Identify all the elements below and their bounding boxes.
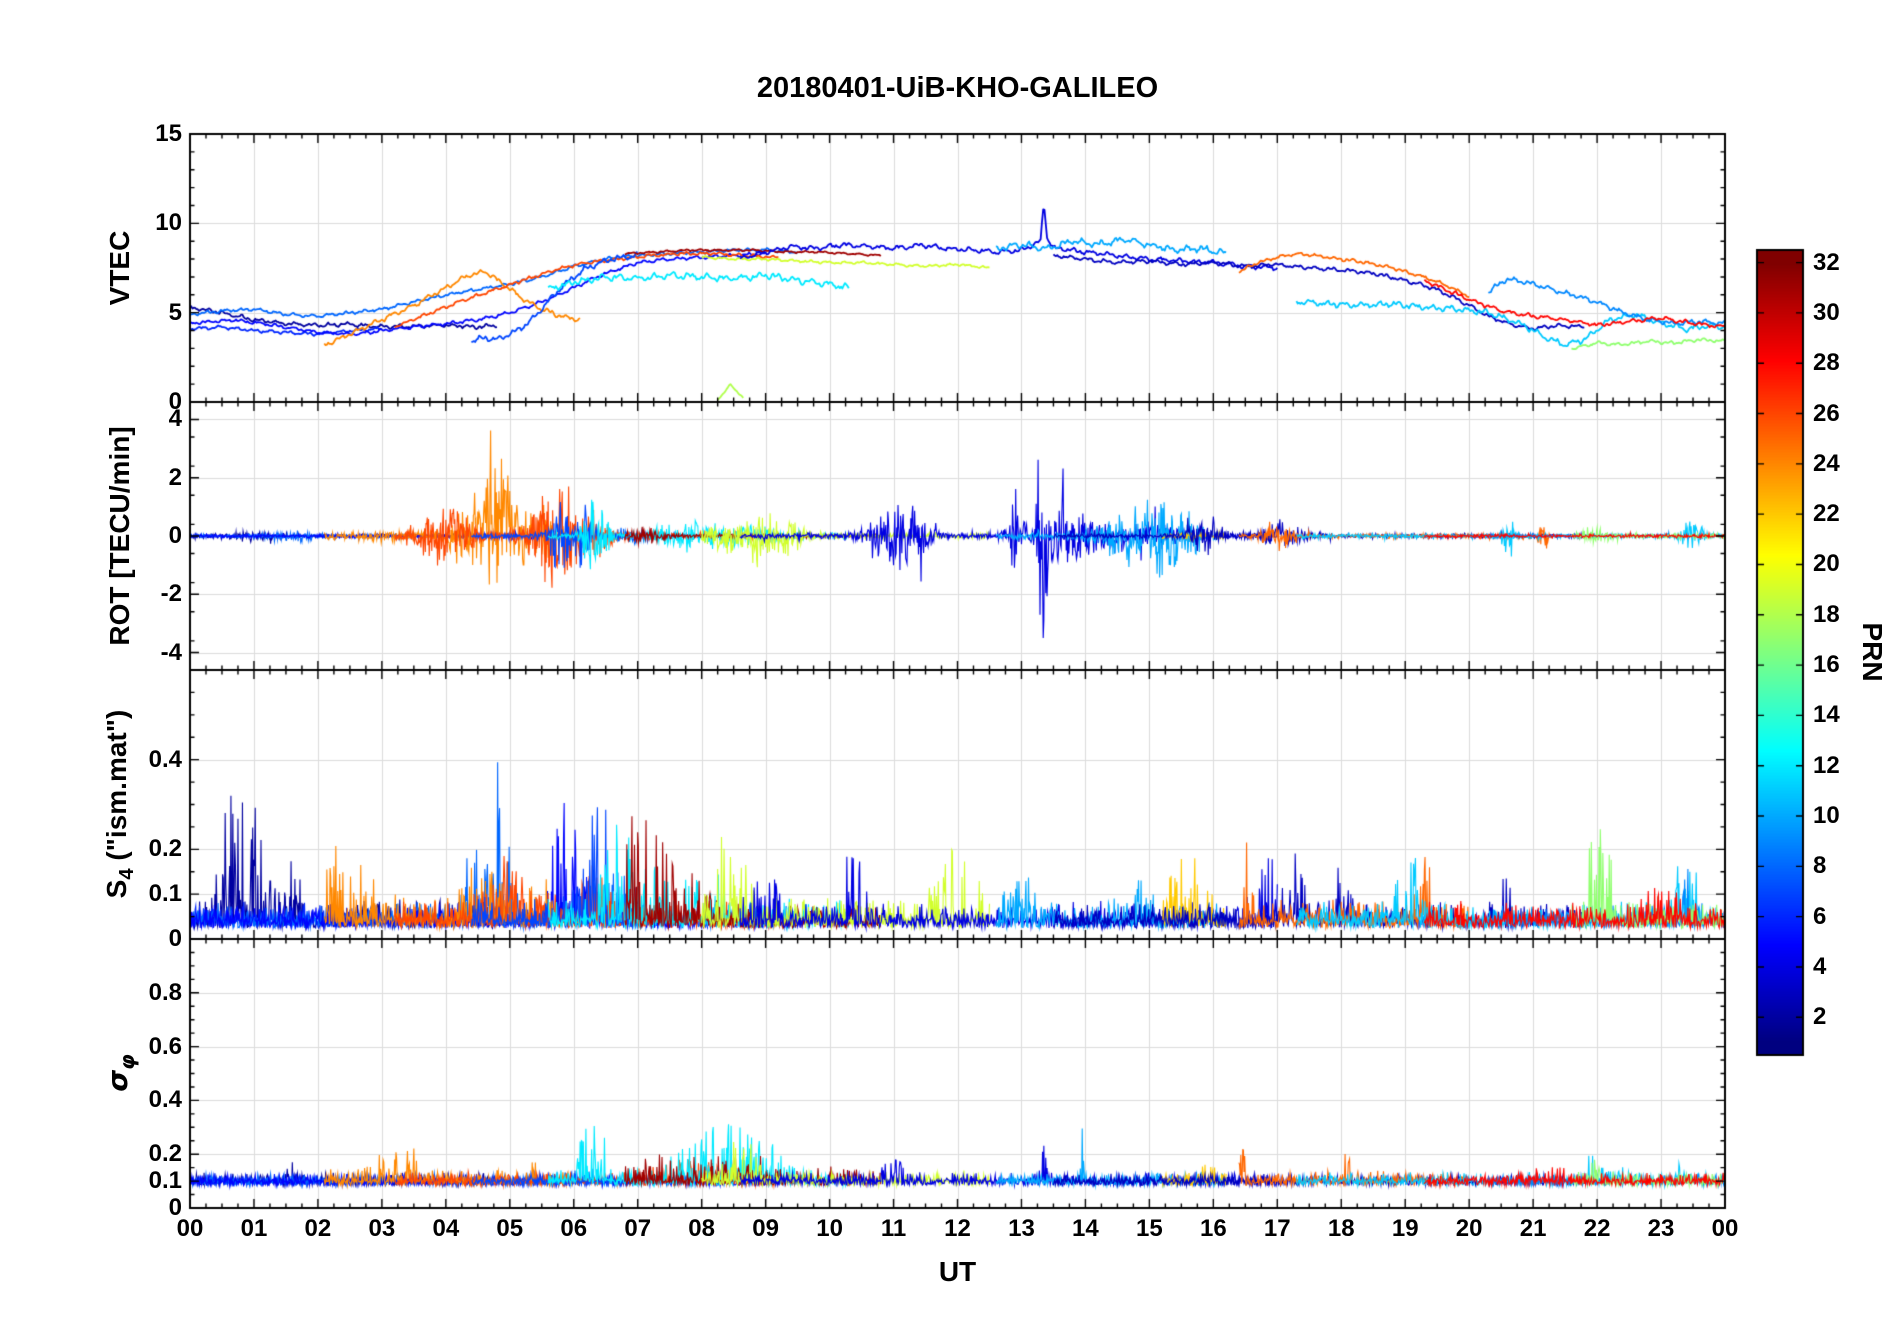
chart-title: 20180401-UiB-KHO-GALILEO xyxy=(756,72,1159,104)
x-tick-label: 11 xyxy=(880,1215,907,1242)
colorbar-label: PRN xyxy=(1857,622,1888,682)
x-tick-label: 12 xyxy=(944,1215,971,1242)
y-tick-label-rot: 0 xyxy=(168,522,182,549)
y-tick-label-sigma_phi: 0.6 xyxy=(148,1032,182,1060)
y-tick-label-sigma_phi: 0.4 xyxy=(148,1086,182,1114)
colorbar-tick-label: 8 xyxy=(1813,852,1827,880)
colorbar-tick-label: 22 xyxy=(1813,500,1840,528)
x-tick-label: 21 xyxy=(1519,1215,1547,1242)
colorbar-tick-label: 18 xyxy=(1813,600,1840,628)
x-tick-label: 14 xyxy=(1072,1215,1099,1242)
colorbar-tick-label: 14 xyxy=(1813,701,1840,729)
x-tick-label: 08 xyxy=(688,1215,715,1242)
x-tick-label: 16 xyxy=(1199,1215,1227,1242)
ylabel-vtec-text: VTEC xyxy=(104,230,135,306)
y-tick-label-vtec: 10 xyxy=(155,209,182,237)
y-tick-label-vtec: 15 xyxy=(155,120,182,147)
colorbar-tick-label: 30 xyxy=(1813,298,1840,326)
x-tick-label: 03 xyxy=(368,1215,396,1242)
x-tick-label: 06 xyxy=(560,1215,588,1242)
y-axis-label-s4: S4 ("ism.mat") xyxy=(101,710,139,899)
y-tick-label-s4: 0.1 xyxy=(148,880,182,908)
x-tick-label: 17 xyxy=(1263,1215,1291,1242)
y-tick-label-s4: 0.4 xyxy=(148,745,182,773)
colorbar-tick-label: 24 xyxy=(1813,449,1840,477)
x-tick-label: 19 xyxy=(1391,1215,1419,1242)
colorbar-tick-label: 20 xyxy=(1813,550,1840,578)
x-tick-label: 13 xyxy=(1008,1215,1035,1242)
colorbar-tick-label: 28 xyxy=(1813,349,1840,377)
y-tick-label-s4: 0 xyxy=(168,925,182,952)
ylabel-s4-sub: 4 xyxy=(115,868,138,880)
x-tick-label: 09 xyxy=(752,1215,779,1242)
y-tick-label-sigma_phi: 0.8 xyxy=(148,978,182,1006)
colorbar-tick-label: 16 xyxy=(1813,651,1840,679)
x-tick-label: 18 xyxy=(1327,1215,1355,1242)
y-tick-label-sigma_phi: 0 xyxy=(168,1194,182,1221)
x-tick-label: 02 xyxy=(304,1215,332,1242)
x-tick-label: 04 xyxy=(432,1215,460,1242)
x-tick-label: 05 xyxy=(496,1215,524,1242)
y-axis-label-sigma-phi: σφ xyxy=(101,1054,139,1092)
colorbar-tick-label: 2 xyxy=(1813,1003,1827,1031)
x-tick-label: 00 xyxy=(1711,1215,1739,1242)
colorbar-tick-label: 12 xyxy=(1813,751,1840,779)
colorbar-tick-label: 32 xyxy=(1813,248,1840,276)
colorbar-tick-label: 26 xyxy=(1813,399,1840,427)
y-tick-label-vtec: 5 xyxy=(168,298,182,326)
y-tick-label-sigma_phi: 0.1 xyxy=(148,1167,182,1195)
x-tick-label: 00 xyxy=(176,1215,204,1242)
colorbar-tick-label: 4 xyxy=(1813,952,1827,980)
x-axis-label: UT xyxy=(938,1256,977,1287)
y-tick-label-rot: 4 xyxy=(168,405,182,433)
x-tick-label: 01 xyxy=(240,1215,268,1242)
colorbar-tick-label: 6 xyxy=(1813,902,1827,930)
x-tick-label: 10 xyxy=(816,1215,843,1242)
y-tick-label-rot: -2 xyxy=(160,580,182,608)
y-tick-label-rot: -4 xyxy=(160,638,182,666)
y-tick-label-sigma_phi: 0.2 xyxy=(148,1140,182,1168)
y-tick-label-s4: 0.2 xyxy=(148,835,182,863)
x-tick-label: 20 xyxy=(1455,1215,1483,1242)
y-axis-label-vtec: VTEC xyxy=(104,231,136,306)
y-tick-label-vtec: 0 xyxy=(168,388,182,415)
x-tick-label: 07 xyxy=(624,1215,652,1242)
y-tick-label-rot: 2 xyxy=(168,463,182,491)
colorbar-tick-label: 10 xyxy=(1813,802,1840,830)
x-tick-label: 22 xyxy=(1583,1215,1611,1242)
x-tick-label: 15 xyxy=(1136,1215,1163,1242)
x-tick-label: 23 xyxy=(1647,1215,1675,1242)
